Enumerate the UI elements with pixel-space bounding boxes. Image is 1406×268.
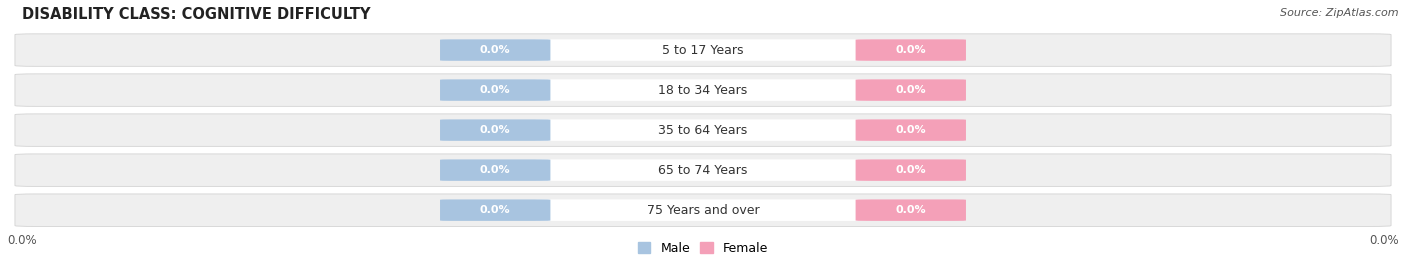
Text: 65 to 74 Years: 65 to 74 Years	[658, 164, 748, 177]
FancyBboxPatch shape	[440, 39, 550, 61]
FancyBboxPatch shape	[440, 199, 550, 221]
Text: 18 to 34 Years: 18 to 34 Years	[658, 84, 748, 96]
Text: 0.0%: 0.0%	[896, 205, 927, 215]
Text: 75 Years and over: 75 Years and over	[647, 204, 759, 217]
Text: 0.0%: 0.0%	[896, 45, 927, 55]
FancyBboxPatch shape	[856, 199, 966, 221]
FancyBboxPatch shape	[536, 79, 870, 101]
FancyBboxPatch shape	[15, 74, 1391, 106]
Text: 35 to 64 Years: 35 to 64 Years	[658, 124, 748, 137]
FancyBboxPatch shape	[440, 119, 550, 141]
Text: 0.0%: 0.0%	[479, 165, 510, 175]
FancyBboxPatch shape	[440, 159, 550, 181]
FancyBboxPatch shape	[856, 79, 966, 101]
Text: 0.0%: 0.0%	[479, 205, 510, 215]
Text: 0.0%: 0.0%	[479, 85, 510, 95]
Text: 0.0%: 0.0%	[479, 125, 510, 135]
FancyBboxPatch shape	[15, 114, 1391, 146]
FancyBboxPatch shape	[536, 159, 870, 181]
FancyBboxPatch shape	[536, 199, 870, 221]
FancyBboxPatch shape	[15, 194, 1391, 226]
Text: Source: ZipAtlas.com: Source: ZipAtlas.com	[1281, 8, 1399, 18]
Text: 0.0%: 0.0%	[479, 45, 510, 55]
FancyBboxPatch shape	[856, 39, 966, 61]
Text: 0.0%: 0.0%	[896, 85, 927, 95]
FancyBboxPatch shape	[536, 39, 870, 61]
FancyBboxPatch shape	[856, 159, 966, 181]
FancyBboxPatch shape	[536, 119, 870, 141]
Text: DISABILITY CLASS: COGNITIVE DIFFICULTY: DISABILITY CLASS: COGNITIVE DIFFICULTY	[21, 7, 370, 22]
FancyBboxPatch shape	[856, 119, 966, 141]
FancyBboxPatch shape	[15, 154, 1391, 186]
Text: 5 to 17 Years: 5 to 17 Years	[662, 44, 744, 57]
FancyBboxPatch shape	[440, 79, 550, 101]
Text: 0.0%: 0.0%	[896, 165, 927, 175]
FancyBboxPatch shape	[15, 34, 1391, 66]
Legend: Male, Female: Male, Female	[633, 237, 773, 260]
Text: 0.0%: 0.0%	[896, 125, 927, 135]
